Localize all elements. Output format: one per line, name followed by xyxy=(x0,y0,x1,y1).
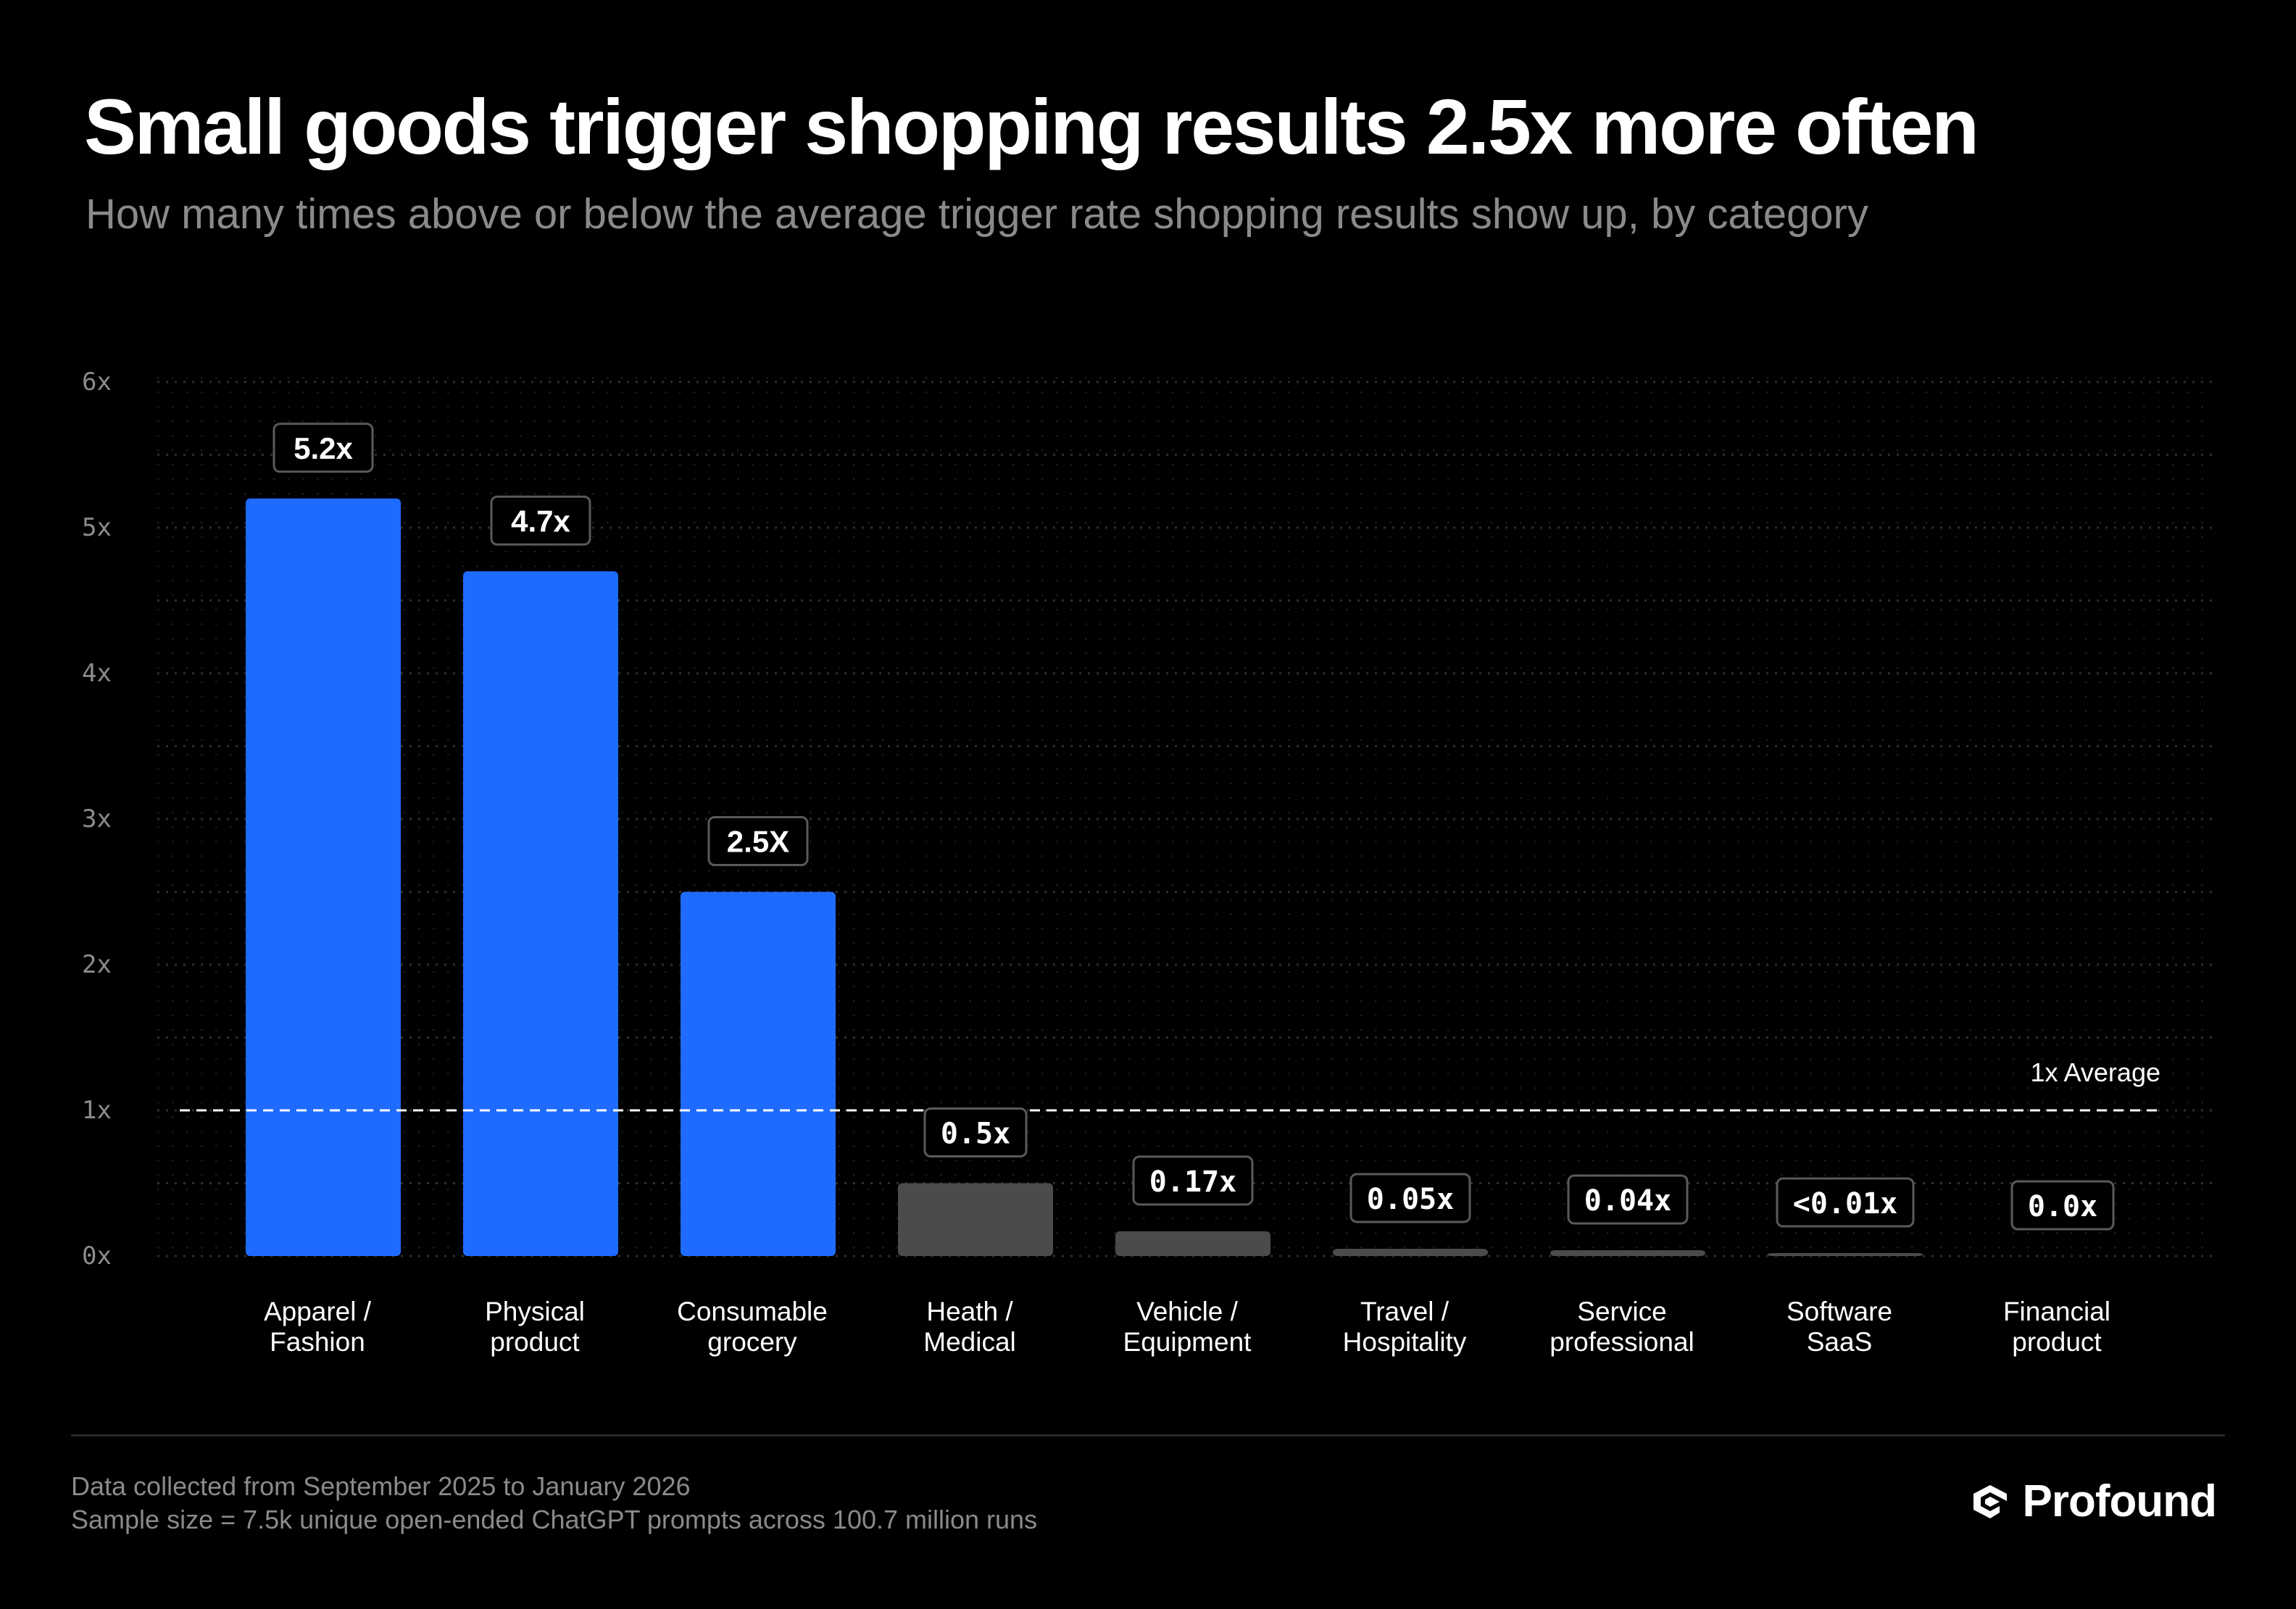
bar xyxy=(246,498,401,1256)
x-category-line: Medical xyxy=(923,1327,1016,1357)
chart-title: Small goods trigger shopping results 2.5… xyxy=(84,83,1979,170)
value-labels: 5.2x 4.7x 2.5X 0.5x 0.17x 0.05x 0.04x <0.01x 0.0… xyxy=(273,423,2115,1231)
average-line-label: 1x Average xyxy=(2031,1057,2160,1087)
value-label-text: 4.7x xyxy=(511,504,570,538)
x-category-line: Apparel / xyxy=(264,1297,372,1326)
value-label-box xyxy=(273,423,374,473)
x-category-line: Vehicle / xyxy=(1136,1297,1239,1326)
y-tick-label: 1x xyxy=(82,1096,112,1125)
value-label-text: <0.01x xyxy=(1793,1187,1898,1221)
y-tick-label: 5x xyxy=(82,513,112,542)
x-axis-categories: Apparel /FashionPhysicalproductConsumabl… xyxy=(264,1297,2110,1357)
x-category-label: Heath /Medical xyxy=(923,1297,1016,1357)
x-category-line: Physical xyxy=(485,1297,585,1326)
bar xyxy=(1115,1231,1270,1256)
bar xyxy=(1333,1248,1488,1256)
y-tick-label: 6x xyxy=(82,367,112,396)
value-label: 0.04x xyxy=(1567,1174,1689,1225)
y-tick-label: 3x xyxy=(82,804,112,833)
x-category-label: Vehicle /Equipment xyxy=(1123,1297,1252,1357)
value-label-text: 0.04x xyxy=(1584,1184,1671,1218)
brand-logo: Profound xyxy=(1971,1476,2217,1527)
x-category-line: product xyxy=(490,1327,580,1357)
value-label-box xyxy=(707,816,809,866)
footnote-sample-size: Sample size = 7.5k unique open-ended Cha… xyxy=(71,1505,1038,1534)
x-category-label: Travel /Hospitality xyxy=(1343,1297,1467,1357)
footnote-date-range: Data collected from September 2025 to Ja… xyxy=(71,1471,691,1501)
x-category-line: Financial xyxy=(2003,1297,2110,1326)
x-category-label: Apparel /Fashion xyxy=(264,1297,372,1357)
value-label: 0.0x xyxy=(2010,1180,2115,1231)
x-category-line: professional xyxy=(1550,1327,1694,1357)
bar xyxy=(681,891,836,1256)
x-category-line: Consumable xyxy=(677,1297,828,1326)
bar xyxy=(1550,1250,1705,1256)
average-reference: 1x Average xyxy=(180,1057,2163,1112)
bar xyxy=(898,1183,1053,1256)
value-label-box xyxy=(1349,1173,1471,1223)
profound-logo-icon xyxy=(1973,1484,2007,1518)
y-axis-ticks: 0x 1x 2x 3x 4x 5x 6x xyxy=(82,367,112,1271)
x-category-line: Hospitality xyxy=(1343,1327,1467,1357)
value-label: 4.7x xyxy=(490,495,591,546)
y-tick-label: 2x xyxy=(82,950,112,979)
value-label-text: 0.17x xyxy=(1149,1165,1236,1199)
y-tick-label: 0x xyxy=(82,1242,112,1271)
value-label: 0.17x xyxy=(1132,1155,1254,1206)
value-label-box xyxy=(923,1107,1028,1157)
value-label: 0.05x xyxy=(1349,1173,1471,1223)
value-label-box xyxy=(1567,1174,1689,1225)
x-category-line: Travel / xyxy=(1360,1297,1449,1326)
value-label-box xyxy=(1132,1155,1254,1206)
chart-subtitle: How many times above or below the averag… xyxy=(86,191,1868,238)
value-label-text: 5.2x xyxy=(294,431,353,465)
x-category-line: product xyxy=(2012,1327,2102,1357)
x-category-line: Service xyxy=(1577,1297,1666,1326)
y-tick-label: 4x xyxy=(82,659,112,688)
value-label-text: 0.05x xyxy=(1367,1183,1454,1216)
bar xyxy=(1768,1253,1923,1256)
x-category-line: grocery xyxy=(707,1327,797,1357)
bars xyxy=(246,498,1923,1256)
value-label: <0.01x xyxy=(1776,1177,1915,1228)
value-label-text: 2.5X xyxy=(727,825,789,859)
footer-divider xyxy=(71,1434,2225,1437)
bar xyxy=(463,571,618,1256)
x-category-line: Software xyxy=(1787,1297,1892,1326)
x-category-line: SaaS xyxy=(1807,1327,1873,1357)
value-label: 0.5x xyxy=(923,1107,1028,1157)
value-label-box xyxy=(2010,1180,2115,1231)
value-label: 2.5X xyxy=(707,816,809,866)
x-category-line: Heath / xyxy=(926,1297,1013,1326)
value-label-text: 0.5x xyxy=(941,1118,1010,1151)
bar-chart: 0x 1x 2x 3x 4x 5x 6x 1x Average 5.2x 4.7x 2.5X 0.… xyxy=(82,367,2214,1357)
value-label-text: 0.0x xyxy=(2028,1190,2097,1223)
brand-name: Profound xyxy=(2022,1476,2217,1526)
x-category-line: Fashion xyxy=(270,1327,365,1357)
x-category-line: Equipment xyxy=(1123,1327,1252,1357)
value-label-box xyxy=(490,495,591,546)
value-label-box xyxy=(1776,1177,1915,1228)
value-label: 5.2x xyxy=(273,423,374,473)
